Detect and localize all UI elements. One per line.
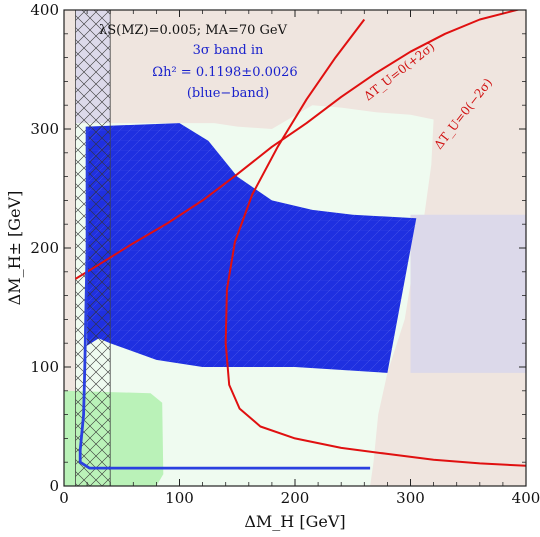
- x-tick-label: 100: [165, 489, 194, 507]
- curves: [74, 10, 526, 470]
- y-axis-label: ΔM_H± [GeV]: [5, 191, 24, 306]
- series-curve-plus: [74, 10, 521, 280]
- y-tick-label: 400: [30, 1, 59, 19]
- region-lavender-right: [410, 214, 526, 373]
- x-axis-label: ΔM_H [GeV]: [244, 512, 345, 531]
- x-tick-label: 200: [281, 489, 310, 507]
- params-annotation: λS(MZ)=0.005; MA=70 GeV: [99, 23, 288, 38]
- y-tick-label: 0: [49, 477, 59, 495]
- series-blue-band-lower-boundary: [78, 126, 371, 470]
- x-tick-label: 400: [512, 489, 540, 507]
- y-tick-label: 100: [30, 358, 59, 376]
- region-blue-band-mesh: [87, 123, 417, 373]
- y-tick-label: 300: [30, 120, 59, 138]
- x-tick-label: 300: [396, 489, 425, 507]
- series-curve-minus: [224, 18, 526, 467]
- band-annotation-line2: Ωh² = 0.1198±0.0026: [152, 65, 297, 80]
- region-hatch-column: [75, 10, 111, 486]
- tick-labels: 0 100 200 300 400 0 100 200 300 400: [30, 1, 540, 507]
- y-tick-label: 200: [30, 239, 59, 257]
- ticks: [63, 9, 527, 487]
- regions: [64, 10, 526, 486]
- x-tick-label: 0: [59, 489, 69, 507]
- band-annotation-line1: 3σ band in: [193, 43, 264, 58]
- band-annotation-line3: (blue−band): [187, 86, 269, 101]
